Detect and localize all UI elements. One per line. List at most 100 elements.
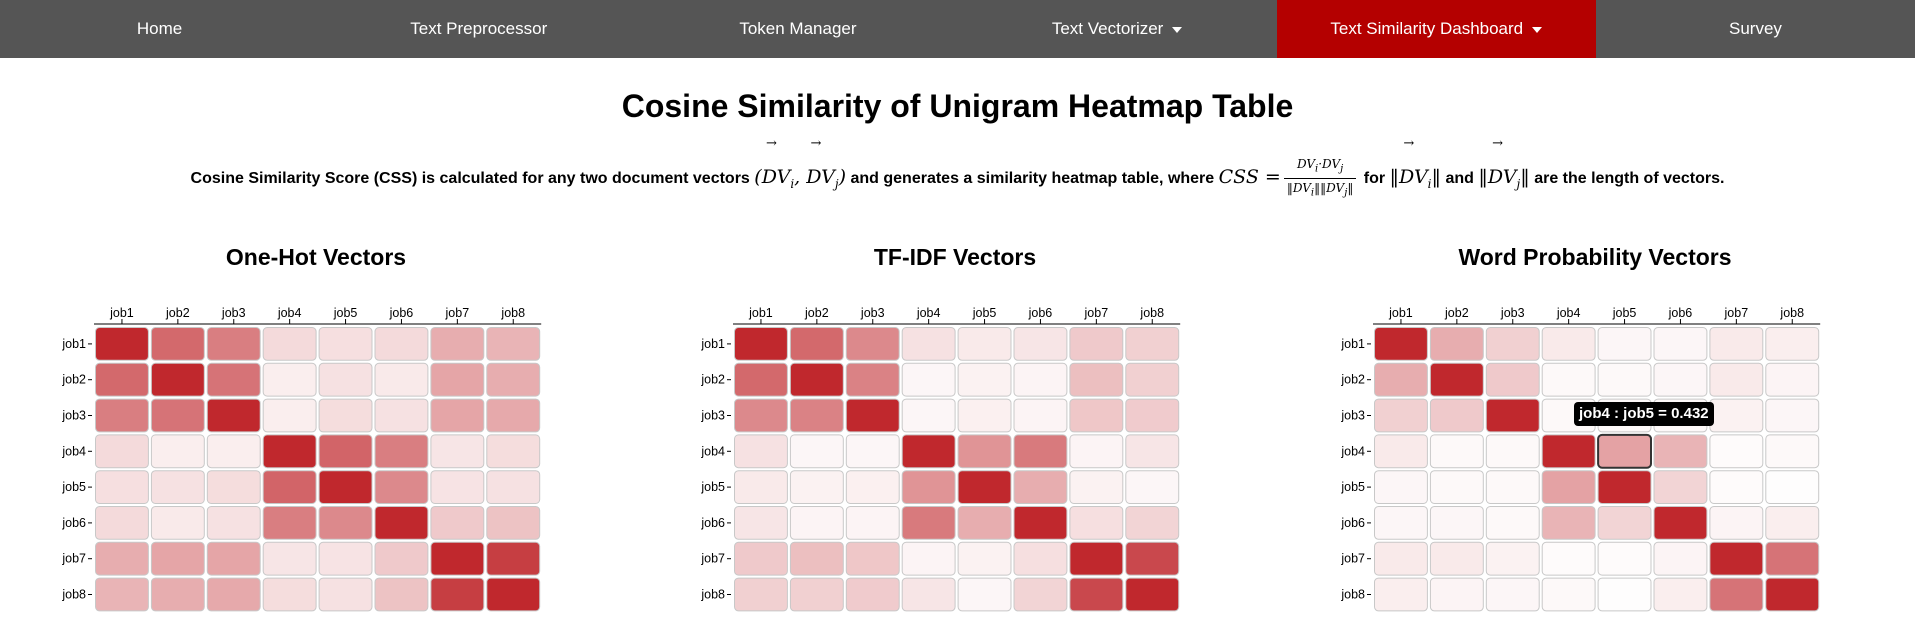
y-tick-label: job8 [61,588,86,602]
heatmap-cell [374,327,429,361]
heatmap-cell [845,506,900,540]
y-tick-label: job5 [61,480,86,494]
nav-text-preprocessor[interactable]: Text Preprocessor [319,0,638,58]
heatmap-cell [901,434,956,469]
heatmap-cell [1709,506,1764,540]
heatmap-cell [901,362,956,397]
heatmap-cell [206,362,261,397]
heatmap-cell [1485,577,1540,612]
heatmap-cell [430,470,485,504]
heatmap-cell [486,577,541,612]
page-title: Cosine Similarity of Unigram Heatmap Tab… [621,88,1294,124]
heatmap-cell [95,327,149,361]
heatmap-cell [1374,362,1428,397]
heatmap-word-probability: job1 job2 job3 job4 job5 job6 job7 job8 job1 job2… [1340,306,1821,612]
heatmap-cell [845,327,900,361]
nav-home[interactable]: Home [0,0,319,58]
heatmap-cell [374,470,429,504]
heatmap-cell [206,398,261,433]
heatmap-cell [1765,506,1820,540]
y-tick-label: job8 [1340,588,1365,602]
heatmap-cell [734,362,788,397]
y-tick-label: job7 [700,552,725,566]
top-navbar: Home Text Preprocessor Token Manager Tex… [0,0,1915,58]
heatmap-cell [1374,541,1428,576]
heatmap-cell [1765,327,1820,361]
heatmap-cell [1374,434,1428,469]
nav-survey[interactable]: Survey [1596,0,1915,58]
heatmap-cell [262,362,317,397]
heatmap-cell [318,470,373,504]
heatmap-cell [1013,362,1068,397]
heatmap-cell [95,577,149,612]
heatmap-cell [1597,541,1652,576]
heatmap-cell [150,362,205,397]
y-tick-label: job6 [1340,516,1365,530]
heatmap-cell [1125,506,1180,540]
y-tick-label: job1 [700,337,725,351]
heatmap-cell [486,470,541,504]
page-description: Cosine Similarity Score (CSS) is calcula… [0,136,1915,204]
nav-token-manager[interactable]: Token Manager [638,0,957,58]
heatmap-cell [734,434,788,469]
heatmap-cell [95,434,149,469]
heatmap-cell [1597,362,1652,397]
nav-text-vectorizer-label: Text Vectorizer [1051,19,1164,38]
formula-norm-j: ‖ → DVj‖ [1478,136,1530,191]
y-tick-label: job5 [1340,480,1365,494]
y-tick-label: job8 [700,588,725,602]
heatmap-cell [150,398,205,433]
heatmap-cell [1653,327,1708,361]
formula-fraction: DVi·DVj ‖DVi‖‖DVj‖ [1283,157,1357,201]
x-tick-label: job5 [333,306,358,320]
heatmap-cell [1709,577,1764,612]
panel-one-hot: One-Hot Vectors job1 job2 job3 job4 job5 job6… [36,244,596,633]
heatmap-cell [1374,470,1428,504]
heatmap-cell [845,470,900,504]
heatmap-cell [1541,577,1596,612]
heatmap-cell [789,506,844,540]
y-tick-label: job1 [61,337,86,351]
heatmap-cell [1125,577,1180,612]
heatmap-cell [1765,398,1820,433]
heatmap-cell [1013,506,1068,540]
heatmap-cell [1709,470,1764,504]
nav-text-similarity-dashboard[interactable]: Text Similarity Dashboard [1276,0,1596,58]
heatmap-cell [1069,470,1124,504]
heatmap-cell [1485,327,1540,361]
heatmap-cell [1541,327,1596,361]
formula-norm-i: ‖ → DVi‖ [1389,136,1442,191]
heatmap-cell [150,506,205,540]
heatmap-cell [1541,541,1596,576]
heatmap-cell [957,506,1012,540]
nav-text-vectorizer[interactable]: Text Vectorizer [958,0,1277,58]
heatmap-cell [206,434,261,469]
heatmap-title: Word Probability Vectors [1458,244,1732,270]
heatmap-cell [957,362,1012,397]
heatmap-cell [1013,434,1068,469]
heatmap-cell [262,327,317,361]
heatmap-cell [901,541,956,576]
y-tick-label: job6 [61,516,86,530]
y-tick-label: job3 [700,409,725,423]
heatmap-cell [374,541,429,576]
heatmap-cell [95,398,149,433]
heatmap-cell [1653,362,1708,397]
nav-home-label: Home [136,19,183,38]
x-tick-label: job6 [1668,306,1693,320]
x-tick-label: job3 [1500,306,1525,320]
heatmap-cell [1653,506,1708,540]
x-tick-label: job2 [804,306,829,320]
heatmap-cell [430,506,485,540]
x-tick-label: job3 [221,306,246,320]
heatmap-cell [1125,327,1180,361]
heatmap-cell [845,362,900,397]
heatmap-cell [901,470,956,504]
y-tick-label: job2 [700,373,725,387]
heatmap-cell [1597,433,1653,469]
heatmap-cell [150,577,205,612]
heatmap-cell [95,541,149,576]
heatmap-cell [206,470,261,504]
y-tick-label: job3 [1340,409,1365,423]
x-tick-label: job1 [109,306,134,320]
